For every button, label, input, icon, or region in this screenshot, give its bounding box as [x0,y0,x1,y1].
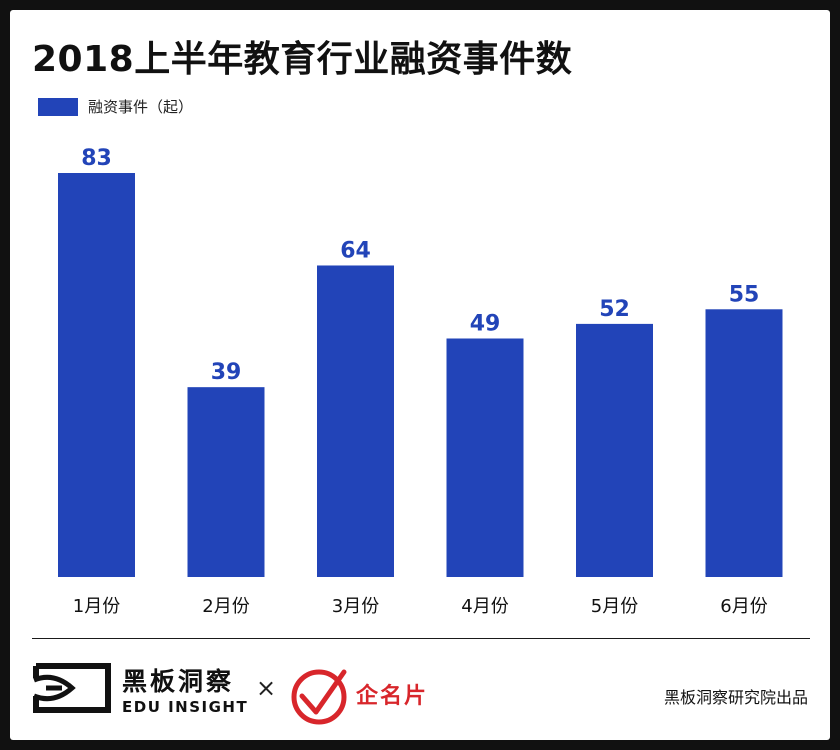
partner-name: 企名片 [356,684,429,709]
category-label-6: 6月份 [720,596,767,617]
bar-5 [576,323,653,577]
value-label-3: 64 [340,238,371,263]
bar-6 [705,309,783,577]
brand-name-en: EDU INSIGHT [122,698,249,716]
value-label-4: 49 [470,311,501,336]
legend-label: 融资事件（起） [88,98,194,116]
bar-4 [446,338,524,577]
value-label-2: 39 [211,360,242,385]
bar-1 [58,173,135,577]
category-label-5: 5月份 [591,596,638,617]
chart-card: 2018上半年教育行业融资事件数 融资事件（起） 83 1月份 39 2月份 64 3月份… [10,10,830,740]
value-label-1: 83 [81,146,112,171]
checkmark-circle-icon [291,669,347,725]
bar-3 [317,265,394,577]
legend-swatch [38,97,78,116]
times-sign: × [256,674,277,702]
eye-logo-icon [33,663,111,713]
category-label-3: 3月份 [332,596,379,617]
brand-name-cn: 黑板洞察 [122,667,235,696]
category-label-2: 2月份 [202,596,249,617]
value-label-5: 52 [599,297,630,322]
value-label-6: 55 [729,282,760,307]
chart-title: 2018上半年教育行业融资事件数 [32,39,573,80]
category-label-1: 1月份 [73,596,120,617]
divider [32,638,810,639]
credit-text: 黑板洞察研究院出品 [663,688,808,707]
category-label-4: 4月份 [461,596,508,617]
bar-2 [187,387,265,577]
bar-chart: 83 1月份 39 2月份 64 3月份 49 4月份 52 5月份 55 6月份 [58,146,783,617]
legend: 融资事件（起） [38,96,193,117]
footer: 黑板洞察 EDU INSIGHT × 企名片 黑板洞察研究院出品 [10,640,830,740]
